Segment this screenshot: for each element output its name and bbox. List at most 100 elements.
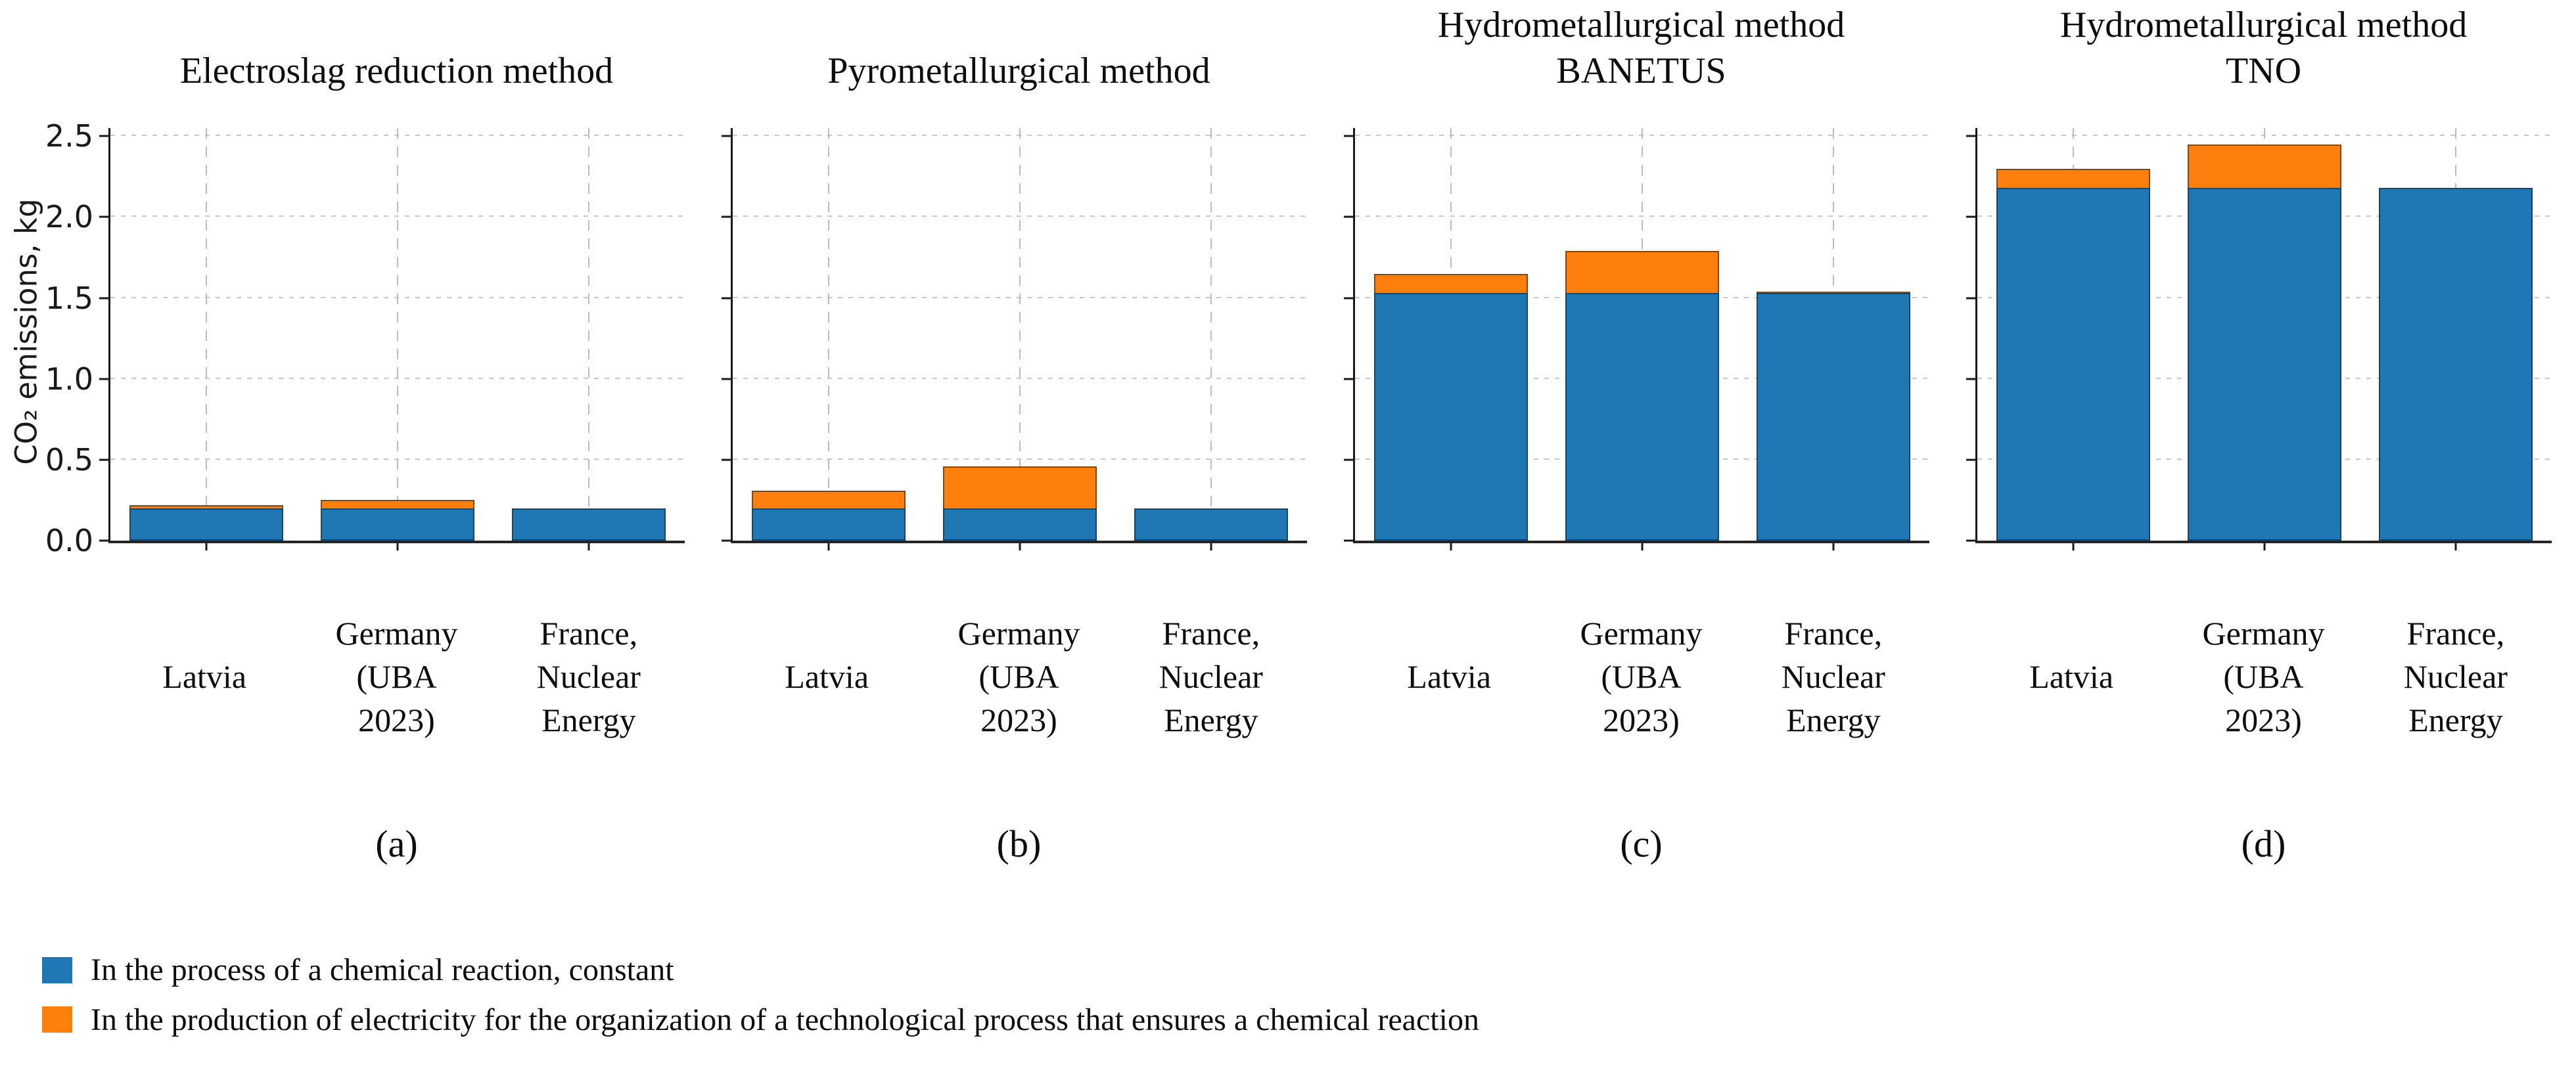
- y-tick-mark: [722, 378, 731, 380]
- bar-segment-electricity: [751, 490, 906, 508]
- y-tick-mark: [1344, 378, 1353, 380]
- legend-swatch-electricity: [42, 1006, 72, 1033]
- x-tick-label-line: France,: [2406, 614, 2505, 652]
- y-tick-mark: [722, 215, 731, 218]
- bar-germany-uba-2023: [2188, 144, 2341, 541]
- x-tick-label-germany-uba-2023: Germany (UBA 2023): [335, 612, 457, 742]
- gridline-vertical: [397, 128, 398, 541]
- x-tick-labels: Latvia Germany (UBA 2023) France, Nuclear Ener…: [1353, 543, 1929, 809]
- y-tick-mark: [1966, 378, 1975, 380]
- x-tick-label-line: Latvia: [2029, 658, 2114, 695]
- y-tick-mark: [1344, 459, 1353, 461]
- legend-swatch-chemical-reaction: [42, 956, 72, 983]
- x-tick-label-line: Energy: [2408, 701, 2503, 738]
- bar-germany-uba-2023: [321, 500, 474, 541]
- y-tick-mark: [1966, 539, 1975, 542]
- x-tick-label-line: 2023): [980, 701, 1057, 738]
- panel-a: Electroslag reduction method 0.0 0.5 1.0 1.5…: [45, 0, 685, 878]
- bar-segment-chemical-reaction: [1134, 508, 1289, 541]
- y-tick-mark: [99, 297, 108, 300]
- bar-segment-chemical-reaction: [1373, 293, 1528, 541]
- x-tick-label-germany-uba-2023: Germany (UBA 2023): [1580, 612, 1702, 742]
- x-tick-mark: [2454, 543, 2457, 550]
- x-tick-label-line: Latvia: [1407, 658, 1492, 695]
- x-tick-labels: Latvia Germany (UBA 2023) France, Nuclear Ener…: [108, 543, 685, 809]
- x-tick-mark: [396, 543, 399, 550]
- x-tick-label-line: 2023): [2225, 701, 2302, 738]
- x-tick-labels: Latvia Germany (UBA 2023) France, Nuclear Ener…: [731, 543, 1307, 809]
- panel-caption: (d): [2241, 822, 2286, 865]
- x-tick-label-line: Latvia: [162, 658, 247, 695]
- y-tick-mark: [99, 378, 108, 380]
- x-tick-label-line: 2023): [358, 701, 435, 738]
- bar-segment-electricity: [1996, 168, 2150, 189]
- bar-segment-chemical-reaction: [512, 508, 666, 541]
- x-tick-label-germany-uba-2023: Germany (UBA 2023): [957, 612, 1080, 742]
- x-tick-label-line: (UBA: [1601, 658, 1682, 695]
- y-tick-mark: [99, 215, 108, 218]
- plot-area: [1344, 128, 1929, 550]
- bar-segment-chemical-reaction: [2188, 188, 2341, 541]
- x-tick-mark: [1210, 543, 1212, 550]
- x-tick-labels: Latvia Germany (UBA 2023) France, Nuclear Ener…: [1975, 543, 2552, 809]
- gridline-vertical: [205, 128, 207, 541]
- y-tick-label: 0.5: [45, 441, 93, 478]
- x-tick-label-line: Nuclear: [1159, 658, 1263, 695]
- x-tick-mark: [1019, 543, 1021, 550]
- x-tick-label-line: Energy: [541, 701, 636, 738]
- x-tick-label-line: Germany: [1580, 614, 1703, 652]
- panel-title-line: Pyrometallurgical method: [827, 50, 1210, 91]
- x-tick-label-france-nuclear-energy: France, Nuclear Energy: [1782, 612, 1885, 742]
- x-tick-label-latvia: Latvia: [162, 655, 246, 698]
- bar-segment-chemical-reaction: [751, 508, 906, 541]
- bar-latvia: [1373, 273, 1528, 541]
- y-tick-label: 1.5: [45, 280, 93, 316]
- legend: In the process of a chemical reaction, c…: [42, 951, 1479, 1039]
- panel-title-line: BANETUS: [1556, 50, 1726, 91]
- bar-segment-chemical-reaction: [321, 508, 474, 541]
- legend-label: In the production of electricity for the…: [91, 1002, 1479, 1037]
- x-tick-mark: [2263, 543, 2266, 550]
- x-tick-label-line: Latvia: [785, 658, 869, 695]
- y-tick-mark: [99, 135, 108, 137]
- plot-area: [722, 128, 1307, 550]
- panels: Electroslag reduction method 0.0 0.5 1.0 1.5…: [45, 0, 2552, 878]
- x-tick-label-latvia: Latvia: [1407, 655, 1491, 698]
- panel-caption: (a): [375, 822, 418, 865]
- panel-title: Hydrometallurgical method BANETUS: [1353, 0, 1929, 128]
- x-tick-label-line: Germany: [957, 614, 1080, 652]
- x-tick-mark: [587, 543, 590, 550]
- y-tick-mark: [1344, 135, 1353, 137]
- x-tick-label-line: Nuclear: [2403, 658, 2508, 695]
- bar-france-nuclear-energy: [1757, 291, 1911, 541]
- bar-germany-uba-2023: [1565, 251, 1719, 541]
- legend-item: In the production of electricity for the…: [42, 1001, 1479, 1039]
- x-tick-label-france-nuclear-energy: France, Nuclear Energy: [537, 612, 641, 742]
- bar-segment-electricity: [1757, 291, 1911, 294]
- x-tick-label-line: Energy: [1786, 701, 1881, 738]
- bar-france-nuclear-energy: [512, 508, 666, 541]
- x-tick-label-line: France,: [1162, 614, 1260, 652]
- x-tick-label-line: 2023): [1603, 701, 1680, 738]
- gridline-vertical: [588, 128, 590, 541]
- x-tick-label-line: Energy: [1164, 701, 1258, 738]
- y-tick-mark: [722, 459, 731, 461]
- y-tick-mark: [1966, 459, 1975, 461]
- x-tick-label-line: France,: [1784, 614, 1883, 652]
- x-tick-mark: [1832, 543, 1835, 550]
- x-tick-label-france-nuclear-energy: France, Nuclear Energy: [1159, 612, 1263, 742]
- x-tick-label-line: Nuclear: [1781, 658, 1885, 695]
- y-tick-mark: [1344, 539, 1353, 542]
- panel-title-line: TNO: [2225, 50, 2302, 91]
- x-tick-label-france-nuclear-energy: France, Nuclear Energy: [2404, 612, 2508, 742]
- x-tick-label-line: (UBA: [356, 658, 437, 695]
- panel-d: Hydrometallurgical method TNO Latvia German…: [1966, 0, 2552, 878]
- bar-segment-chemical-reaction: [1757, 293, 1911, 541]
- gridline-vertical: [827, 128, 829, 541]
- legend-label: In the process of a chemical reaction, c…: [91, 953, 674, 987]
- bar-segment-electricity: [1373, 273, 1528, 294]
- gridline-vertical: [1210, 128, 1212, 541]
- y-tick-mark: [1344, 297, 1353, 300]
- x-tick-label-line: (UBA: [978, 658, 1059, 695]
